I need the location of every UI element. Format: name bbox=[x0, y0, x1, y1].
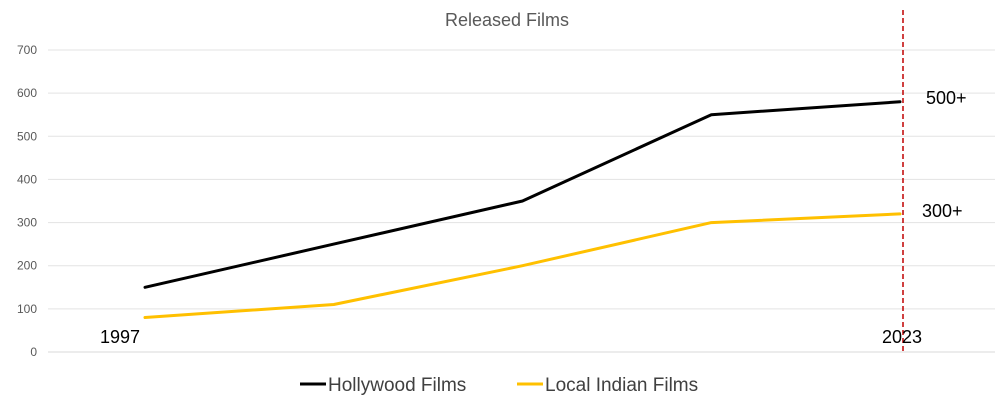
hollywood-annotation: 500+ bbox=[926, 88, 967, 108]
y-tick-label-0: 0 bbox=[30, 345, 37, 359]
series-line-local-indian bbox=[143, 212, 902, 319]
y-tick-label-200: 200 bbox=[17, 259, 37, 273]
y-axis-ticks: 0 100 200 300 400 500 600 700 bbox=[17, 43, 37, 359]
legend-label-hollywood: Hollywood Films bbox=[328, 375, 466, 396]
y-tick-label-600: 600 bbox=[17, 86, 37, 100]
y-tick-label-700: 700 bbox=[17, 43, 37, 57]
y-tick-label-400: 400 bbox=[17, 172, 37, 186]
legend-label-local-indian: Local Indian Films bbox=[545, 375, 698, 396]
series-line-hollywood bbox=[143, 100, 902, 289]
y-tick-label-300: 300 bbox=[17, 216, 37, 230]
end-year-label: 2023 bbox=[882, 327, 922, 347]
series-lines bbox=[143, 100, 902, 319]
start-year-label: 1997 bbox=[100, 327, 140, 347]
indian-annotation: 300+ bbox=[922, 201, 963, 221]
y-tick-label-100: 100 bbox=[17, 302, 37, 316]
chart-title: Released Films bbox=[445, 10, 569, 30]
legend: Hollywood Films Local Indian Films bbox=[300, 375, 698, 396]
y-tick-label-500: 500 bbox=[17, 129, 37, 143]
